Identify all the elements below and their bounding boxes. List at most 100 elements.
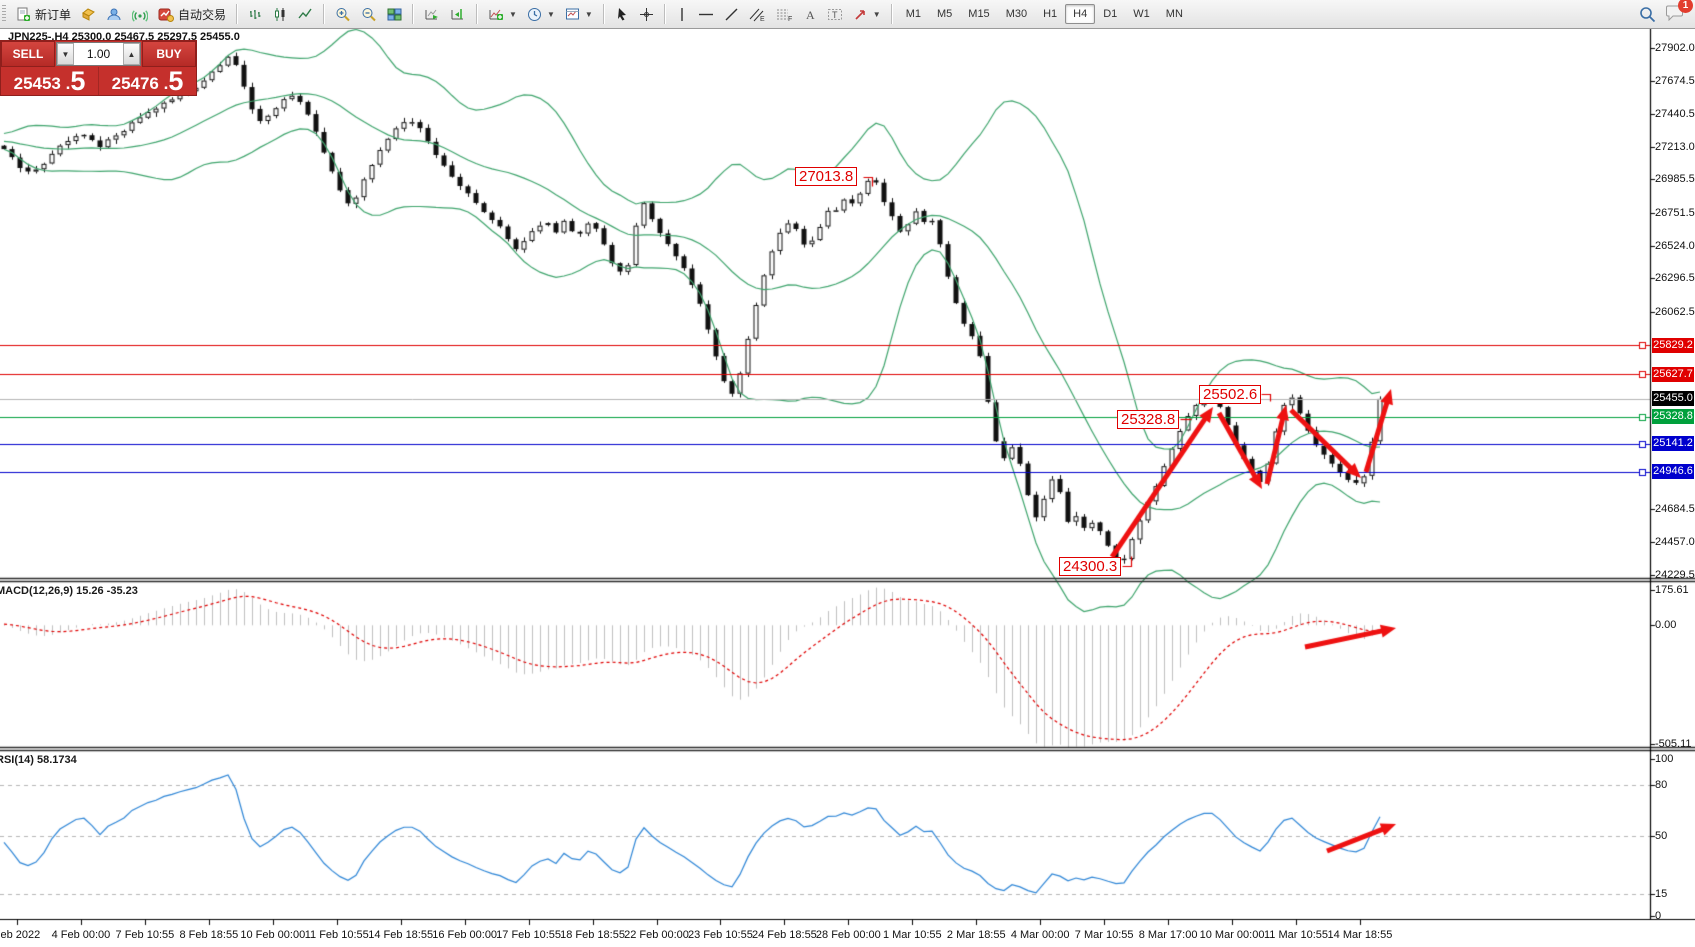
volume-increase-button[interactable]: ▲ — [123, 43, 140, 65]
toolbar-separator — [323, 4, 326, 24]
fibonacci-icon: F — [776, 9, 792, 22]
channel-button[interactable]: E — [744, 4, 771, 25]
text-label-button[interactable]: T — [822, 4, 848, 25]
toolbar-separator — [890, 4, 893, 24]
time-tick-label: 8 Mar 17:00 — [1138, 929, 1198, 941]
bar-chart-button[interactable] — [243, 4, 268, 25]
current-price-badge: 25455.0 — [1652, 391, 1694, 407]
time-tick-label: 4 Feb 00:00 — [51, 929, 111, 941]
zoom-in-button[interactable] — [330, 4, 356, 25]
cursor-icon — [617, 7, 626, 20]
price-tick-label: 27213.0 — [1655, 140, 1695, 153]
volume-stepper: ▼ 1.00 ▲ — [56, 42, 141, 66]
sell-button[interactable]: SELL — [1, 41, 55, 67]
new-order-button[interactable]: 新订单 — [11, 3, 76, 26]
timeframe-mn[interactable]: MN — [1165, 8, 1183, 20]
timeframe-toolbar: M1 M5 M15 M30 H1 H4 D1 W1 MN — [895, 0, 1194, 28]
price-callout[interactable]: 25328.8 — [1117, 410, 1180, 429]
timeframe-h4[interactable]: H4 — [1065, 4, 1096, 24]
macd-min-label: -505.11 — [1655, 738, 1692, 750]
sell-price[interactable]: 25453 .5 — [1, 67, 98, 95]
time-tick-label: 16 Feb 00:00 — [432, 929, 498, 941]
text-label-icon: T — [827, 8, 842, 20]
templates-button[interactable]: ▼ — [560, 4, 598, 25]
autotrading-button[interactable]: 自动交易 — [153, 3, 231, 26]
payments-button[interactable] — [76, 4, 101, 25]
time-tick-label: 14 Mar 18:55 — [1327, 929, 1393, 941]
svg-text:F: F — [788, 16, 792, 22]
toolbar-separator — [602, 4, 605, 24]
arrows-icon — [855, 9, 865, 20]
timeframe-d1[interactable]: D1 — [1103, 8, 1118, 20]
rsi-level-label: 80 — [1655, 779, 1668, 792]
price-callout[interactable]: 27013.8 — [795, 167, 858, 186]
timeframe-m1[interactable]: M1 — [905, 8, 921, 20]
signals-icon — [132, 9, 149, 22]
zoom-in-icon — [336, 7, 350, 21]
trendline-icon — [725, 8, 738, 20]
timeframe-h1[interactable]: H1 — [1043, 8, 1058, 20]
periods-button[interactable]: ▼ — [522, 4, 560, 25]
price-tick-label: 26296.5 — [1655, 272, 1695, 285]
templates-icon — [565, 8, 579, 19]
time-tick-label: 10 Feb 00:00 — [240, 929, 306, 941]
timeframe-m15[interactable]: M15 — [968, 8, 990, 20]
autotrading-label: 自动交易 — [178, 7, 227, 22]
community-button[interactable] — [101, 4, 127, 25]
price-callout[interactable]: 25502.6 — [1199, 385, 1262, 404]
horizontal-line-button[interactable] — [693, 4, 719, 25]
signals-button[interactable] — [127, 4, 153, 25]
time-tick-label: 10 Mar 00:00 — [1199, 929, 1265, 941]
auto-scroll-button[interactable] — [419, 4, 445, 25]
vertical-line-button[interactable] — [671, 4, 693, 25]
chart-shift-icon — [451, 8, 464, 19]
candlestick-button[interactable] — [268, 4, 293, 25]
rsi-level-label: 100 — [1655, 753, 1674, 765]
chat-button[interactable]: 1 — [1666, 0, 1693, 24]
zoom-out-button[interactable] — [356, 4, 382, 25]
auto-scroll-icon — [425, 9, 439, 19]
timeframe-m30[interactable]: M30 — [1005, 8, 1028, 20]
tile-windows-button[interactable] — [382, 4, 407, 25]
fibonacci-button[interactable]: F — [771, 4, 798, 25]
volume-input[interactable]: 1.00 — [86, 47, 111, 61]
price-tick-label: 24229.5 — [1655, 568, 1695, 581]
toolbar-grip — [2, 5, 6, 23]
trendline-button[interactable] — [719, 4, 744, 25]
price-tick-label: 27674.5 — [1655, 74, 1695, 87]
time-tick-label: 7 Feb 10:55 — [115, 929, 175, 941]
level-badge: 24946.6 — [1652, 464, 1694, 480]
buy-button[interactable]: BUY — [142, 41, 196, 67]
price-callout[interactable]: 24300.3 — [1059, 557, 1122, 576]
crosshair-button[interactable] — [634, 4, 659, 25]
rsi-level-label: 15 — [1655, 887, 1668, 900]
search-icon[interactable] — [1639, 6, 1656, 23]
line-chart-icon — [298, 8, 312, 18]
timeframe-w1[interactable]: W1 — [1133, 8, 1150, 20]
indicators-button[interactable]: ▼ — [483, 4, 522, 25]
time-tick-label: 2 Mar 18:55 — [946, 929, 1006, 941]
price-tick-label: 27440.5 — [1655, 108, 1695, 121]
time-tick-label: 28 Feb 00:00 — [815, 929, 881, 941]
line-chart-button[interactable] — [293, 4, 318, 25]
cursor-button[interactable] — [610, 4, 634, 25]
text-button[interactable]: A — [798, 4, 822, 25]
price-tick-label: 26985.5 — [1655, 173, 1695, 186]
volume-decrease-button[interactable]: ▼ — [57, 43, 74, 65]
buy-price[interactable]: 25476 .5 — [99, 67, 196, 95]
buy-price-main: 25476 . — [111, 74, 169, 93]
horizontal-line-icon — [698, 13, 713, 15]
svg-text:T: T — [832, 10, 838, 20]
time-tick-label: 17 Feb 10:55 — [496, 929, 562, 941]
price-tick-label: 24684.5 — [1655, 503, 1695, 516]
arrows-button[interactable]: ▼ — [848, 4, 886, 25]
timeframe-m5[interactable]: M5 — [937, 8, 953, 20]
level-badge: 25328.8 — [1652, 409, 1694, 425]
payments-icon — [82, 7, 95, 21]
chart-shift-button[interactable] — [445, 4, 471, 25]
zoom-out-icon — [362, 7, 376, 21]
new-order-label: 新订单 — [35, 7, 72, 22]
dropdown-caret-icon: ▼ — [584, 9, 593, 19]
